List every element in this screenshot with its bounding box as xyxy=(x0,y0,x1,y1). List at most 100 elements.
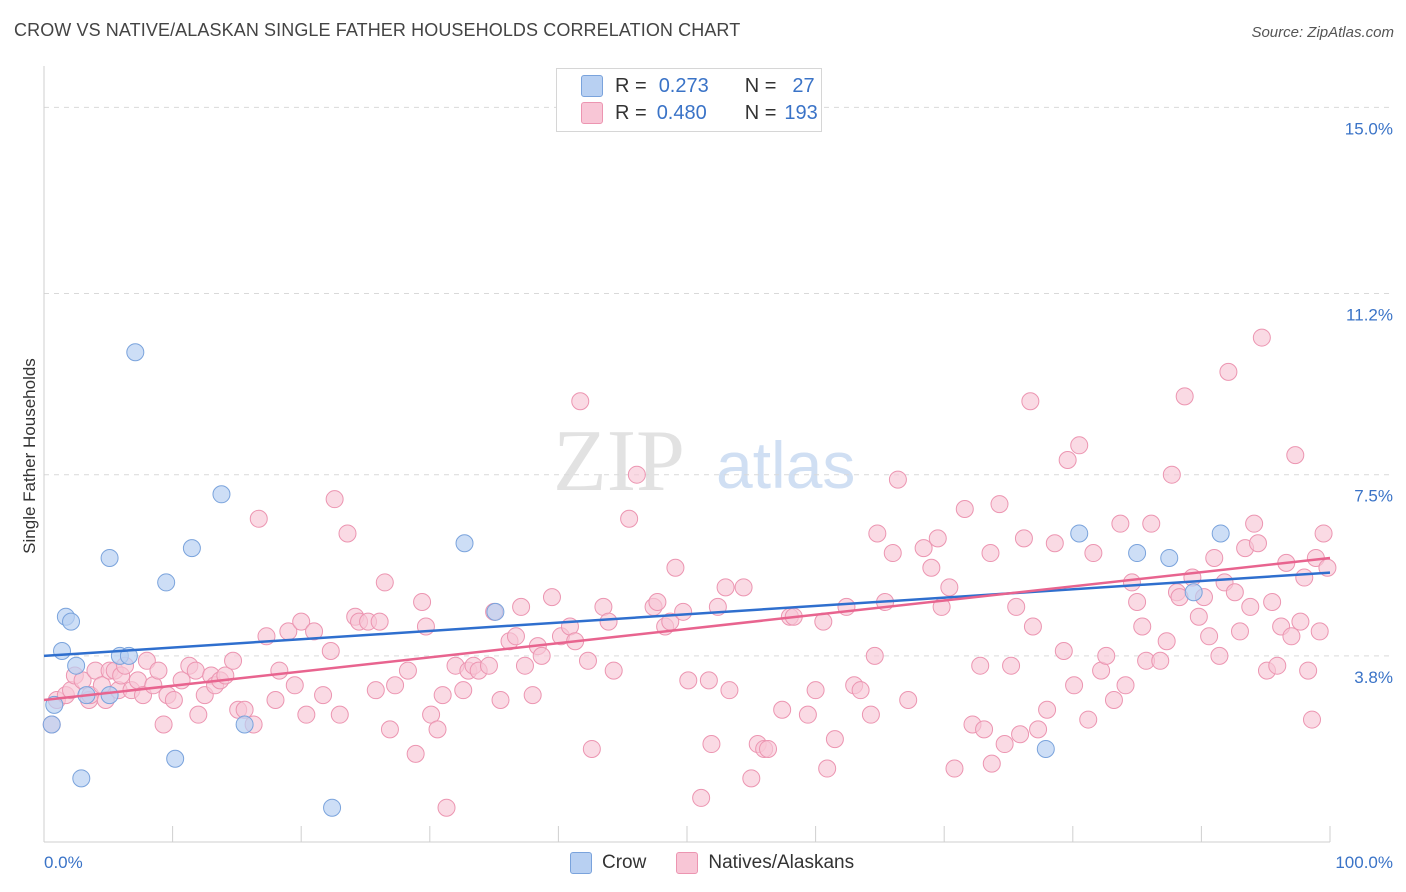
native-point xyxy=(437,798,456,817)
native-point xyxy=(1151,651,1170,670)
native-point xyxy=(1314,524,1333,543)
native-point xyxy=(506,627,525,646)
r-label: R = xyxy=(615,101,647,124)
native-point xyxy=(1248,534,1267,553)
native-point xyxy=(370,612,389,631)
native-point xyxy=(398,661,417,680)
y-tick-label: 11.2% xyxy=(1346,305,1393,324)
native-point xyxy=(975,720,994,739)
natives-swatch-icon xyxy=(581,102,603,124)
native-point xyxy=(914,539,933,558)
native-point xyxy=(1021,392,1040,411)
legend-row-natives: R = 0.480 N = 193 xyxy=(581,100,818,126)
native-point xyxy=(1162,465,1181,484)
native-point xyxy=(1295,568,1314,587)
crow-point xyxy=(486,602,505,621)
native-point xyxy=(366,681,385,700)
native-point xyxy=(1133,617,1152,636)
native-point xyxy=(1054,642,1073,660)
trend-lines xyxy=(43,556,1331,702)
y-tick-label: 15.0% xyxy=(1345,119,1393,138)
crow-point xyxy=(72,769,91,788)
native-point xyxy=(945,759,964,778)
r-label: R = xyxy=(615,74,647,97)
native-point xyxy=(1122,573,1141,592)
native-point xyxy=(149,661,168,680)
native-point xyxy=(995,735,1014,754)
native-point xyxy=(413,593,432,612)
crow-swatch-icon xyxy=(581,75,603,97)
native-point xyxy=(270,661,289,680)
native-point xyxy=(1268,656,1287,675)
native-point xyxy=(1128,593,1147,612)
native-point xyxy=(599,612,618,631)
native-point xyxy=(491,690,510,709)
native-point xyxy=(1007,597,1026,616)
natives-legend-icon xyxy=(676,852,699,874)
native-point xyxy=(532,646,551,665)
crow-point xyxy=(62,612,81,631)
crow-point xyxy=(182,539,201,558)
native-point xyxy=(542,588,561,607)
crow-points xyxy=(42,343,1230,817)
crow-point xyxy=(126,343,145,362)
native-point xyxy=(454,681,473,700)
native-point xyxy=(249,509,268,528)
native-point xyxy=(512,597,531,616)
y-tick-label: 3.8% xyxy=(1354,668,1393,687)
native-point xyxy=(861,705,880,724)
native-point xyxy=(338,524,357,543)
native-point xyxy=(1302,710,1321,729)
axes xyxy=(43,66,1331,843)
crow-point xyxy=(100,548,119,567)
crow-point xyxy=(67,656,86,675)
native-point xyxy=(1219,362,1238,381)
y-tick-label: 7.5% xyxy=(1354,487,1393,506)
native-point xyxy=(479,656,498,675)
native-point xyxy=(883,544,902,563)
native-point xyxy=(604,661,623,680)
native-point xyxy=(164,690,183,709)
native-point xyxy=(1210,646,1229,665)
legend-item-natives: Natives/Alaskans xyxy=(676,852,854,874)
native-point xyxy=(266,690,285,709)
native-point xyxy=(515,656,534,675)
native-point xyxy=(1142,514,1161,533)
native-point xyxy=(582,739,601,758)
n-label: N = xyxy=(744,101,777,124)
native-point xyxy=(990,495,1009,514)
native-point xyxy=(1205,548,1224,567)
native-point xyxy=(1070,436,1089,455)
native-point xyxy=(955,499,974,518)
native-point xyxy=(699,671,718,690)
crow-point xyxy=(45,695,64,714)
native-point xyxy=(330,705,349,724)
native-point xyxy=(1157,632,1176,651)
x-tick-label: 100.0% xyxy=(1335,853,1393,872)
native-point xyxy=(137,651,156,670)
native-point xyxy=(1058,451,1077,469)
native-point xyxy=(189,705,208,724)
native-point xyxy=(571,392,590,411)
native-point xyxy=(981,544,1000,563)
crow-point xyxy=(1036,739,1055,758)
crow-point xyxy=(53,642,72,660)
native-point xyxy=(674,602,693,621)
natives-alaskans-points xyxy=(42,328,1337,817)
crow-point xyxy=(42,715,61,734)
native-point xyxy=(1263,593,1282,612)
source-label: Source: ZipAtlas.com xyxy=(1251,24,1394,41)
crow-point xyxy=(157,573,176,592)
native-point xyxy=(1029,720,1048,739)
crow-point xyxy=(1184,583,1203,602)
crow-point xyxy=(166,749,185,768)
crow-point xyxy=(1211,524,1230,543)
zipatlas-watermark: ZIP atlas xyxy=(553,413,855,510)
native-point xyxy=(1225,583,1244,602)
native-point xyxy=(292,612,311,631)
native-point xyxy=(1014,529,1033,548)
native-point xyxy=(325,490,344,509)
watermark-zip: ZIP xyxy=(553,413,685,510)
native-point xyxy=(1189,607,1208,626)
